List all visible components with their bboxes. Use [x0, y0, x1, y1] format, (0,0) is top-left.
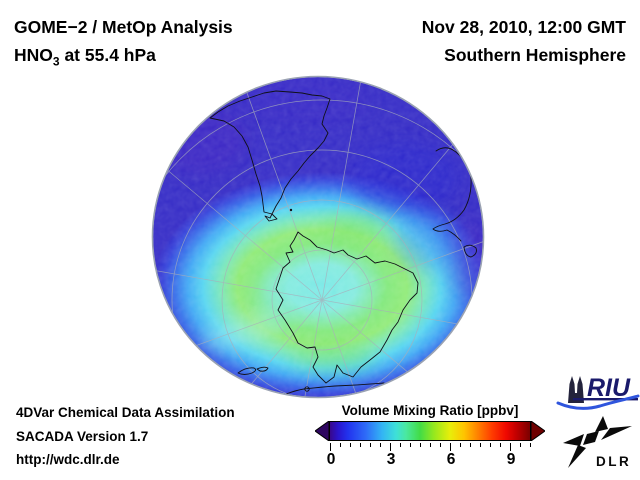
colorbar-tick-label: 0	[326, 451, 336, 468]
colorbar-tick-label: 6	[446, 451, 456, 468]
riu-underline	[573, 398, 638, 401]
coastline-bottom-loop	[304, 386, 310, 392]
colorbar-tick-label: 9	[506, 451, 516, 468]
product-title: GOME−2 / MetOp Analysis	[14, 17, 233, 37]
timestamp: Nov 28, 2010, 12:00 GMT	[421, 17, 626, 37]
riu-logo: RIU	[556, 374, 640, 410]
colorbar-major-ticks	[330, 443, 531, 451]
coastline-south-america	[209, 90, 331, 222]
coastline-new-zealand-south	[237, 367, 257, 375]
dlr-star-icon	[563, 416, 632, 468]
coastline-new-zealand-north	[256, 366, 269, 372]
cathedral-icon	[568, 376, 584, 403]
pressure-level: at 55.4 hPa	[59, 45, 156, 65]
wdc-url[interactable]: http://wdc.dlr.de	[16, 452, 120, 467]
coastline-tasmania	[463, 244, 477, 258]
dlr-wordmark: DLR	[596, 454, 631, 469]
species-subscript: 3	[52, 54, 60, 69]
colorbar-gradient	[329, 421, 531, 441]
hemisphere-label: Southern Hemisphere	[444, 45, 626, 65]
coastline-antarctica	[275, 231, 419, 384]
colorbar-tick-label: 3	[386, 451, 396, 468]
assimilation-label: 4DVar Chemical Data Assimilation	[16, 405, 235, 420]
colorbar-overflow-arrow	[531, 421, 545, 441]
globe-rim	[151, 75, 485, 399]
colorbar-minor-ticks	[330, 443, 531, 447]
header-left: GOME−2 / MetOp Analysis HNO3 at 55.4 hPa	[14, 13, 233, 76]
species-name: HNO	[14, 45, 53, 65]
version-label: SACADA Version 1.7	[16, 428, 149, 444]
coastlines	[209, 90, 477, 395]
coastline-australia	[432, 147, 472, 242]
river-wave-icon	[556, 394, 640, 410]
coastline-island-falklands	[289, 208, 293, 212]
riu-wordmark: RIU	[587, 374, 631, 402]
coastline-bottom-limb	[285, 382, 385, 395]
dlr-logo: DLR	[563, 416, 632, 469]
colorbar-underflow-arrow	[315, 421, 329, 441]
colorbar-title: Volume Mixing Ratio [ppbv]	[341, 403, 519, 418]
header-right: Nov 28, 2010, 12:00 GMT Southern Hemisph…	[422, 13, 626, 69]
footer-credits: 4DVar Chemical Data Assimilation SACADA …	[16, 401, 235, 472]
species-level: HNO3 at 55.4 hPa	[14, 41, 233, 76]
